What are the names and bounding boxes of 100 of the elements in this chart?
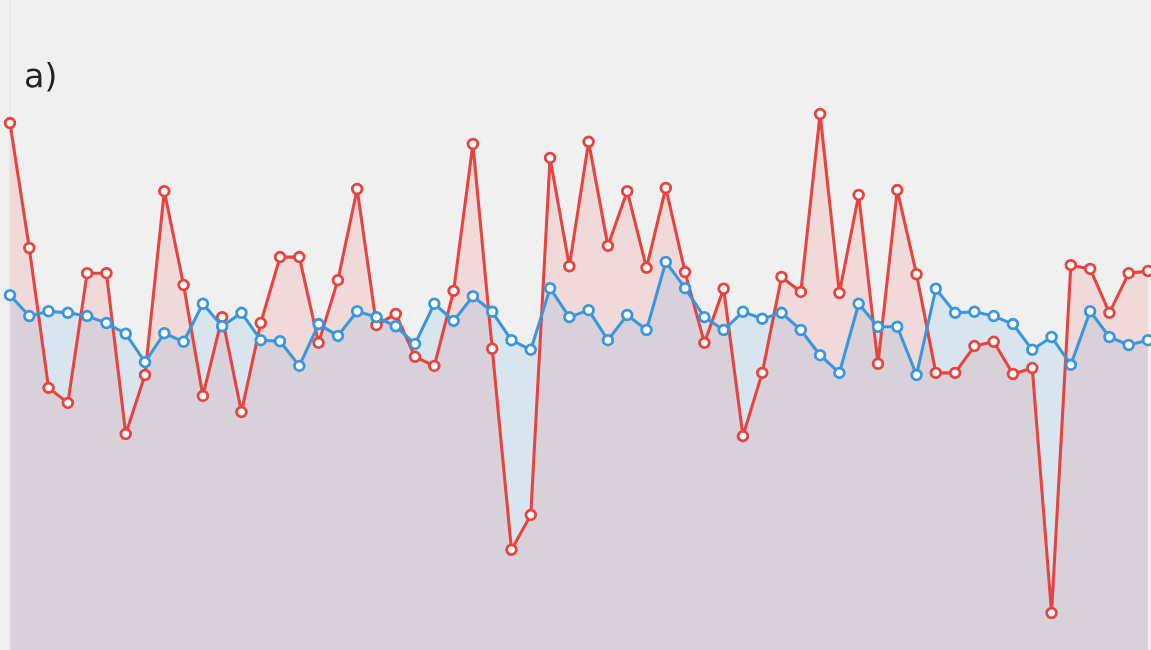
point: [177, 278, 190, 292]
point: [1045, 330, 1058, 344]
point: [736, 305, 750, 319]
point: [389, 320, 403, 333]
point: [466, 137, 480, 151]
point: [833, 286, 846, 300]
point: [485, 305, 499, 319]
point: [717, 323, 730, 337]
point: [948, 306, 962, 320]
point: [948, 366, 962, 380]
point: [215, 320, 229, 333]
point: [447, 284, 460, 298]
point: [1026, 343, 1039, 357]
point: [1122, 338, 1135, 352]
point: [350, 305, 364, 318]
point: [794, 285, 808, 299]
point: [428, 297, 441, 310]
point: [119, 427, 132, 441]
point: [1083, 305, 1097, 318]
point: [582, 135, 595, 149]
point: [910, 368, 923, 382]
point: [640, 323, 653, 337]
point: [871, 357, 885, 371]
point: [61, 396, 75, 410]
point: [775, 270, 788, 284]
point: [23, 241, 36, 255]
point: [582, 303, 595, 317]
point: [235, 405, 248, 419]
point: [408, 337, 422, 351]
point: [273, 250, 287, 264]
point: [852, 297, 865, 310]
point: [678, 265, 692, 279]
point: [794, 323, 808, 337]
point: [428, 359, 441, 373]
point: [42, 305, 55, 318]
point: [871, 320, 885, 334]
point: [891, 183, 904, 197]
point: [813, 107, 827, 121]
point: [235, 306, 248, 320]
point: [543, 151, 557, 165]
point: [3, 116, 17, 130]
point: [100, 266, 113, 280]
point: [659, 255, 673, 269]
point: [100, 316, 113, 330]
point: [80, 266, 94, 280]
point: [620, 184, 634, 198]
point: [408, 350, 422, 364]
point: [620, 308, 634, 322]
point: [755, 312, 769, 325]
point: [524, 508, 538, 522]
point: [312, 317, 325, 331]
point: [293, 359, 306, 373]
point: [119, 327, 132, 341]
point: [698, 310, 711, 324]
point: [1103, 330, 1116, 344]
point: [543, 281, 557, 295]
point: [1045, 606, 1058, 620]
point: [350, 182, 364, 196]
point: [3, 288, 17, 302]
point: [601, 239, 615, 253]
point: [485, 342, 499, 356]
point: [813, 348, 827, 362]
point: [1064, 258, 1078, 272]
point: [968, 305, 981, 319]
point: [42, 381, 55, 395]
point: [447, 314, 460, 328]
point: [1026, 361, 1039, 375]
point: [312, 336, 325, 350]
point: [1006, 317, 1020, 331]
point: [293, 250, 306, 264]
point: [158, 326, 171, 340]
point: [61, 306, 75, 320]
point: [987, 335, 1000, 349]
point: [968, 339, 981, 353]
point: [563, 310, 576, 324]
point: [775, 306, 788, 320]
point: [1083, 262, 1097, 276]
point: [466, 289, 480, 303]
point: [1103, 306, 1116, 320]
point: [331, 329, 345, 343]
point: [910, 268, 923, 281]
point: [852, 188, 865, 202]
point: [1122, 266, 1135, 280]
point: [254, 333, 267, 347]
point: [563, 259, 576, 273]
point: [833, 366, 846, 380]
point: [177, 335, 190, 349]
point: [524, 343, 538, 357]
point: [755, 366, 769, 380]
point: [80, 309, 94, 323]
point: [1064, 358, 1078, 372]
point: [331, 273, 345, 287]
chart-title: a): [26, 61, 55, 92]
point: [138, 368, 152, 382]
point: [929, 366, 943, 380]
point: [1006, 367, 1020, 381]
point: [698, 336, 711, 350]
point: [736, 429, 750, 443]
point: [505, 543, 518, 557]
point: [370, 310, 383, 324]
